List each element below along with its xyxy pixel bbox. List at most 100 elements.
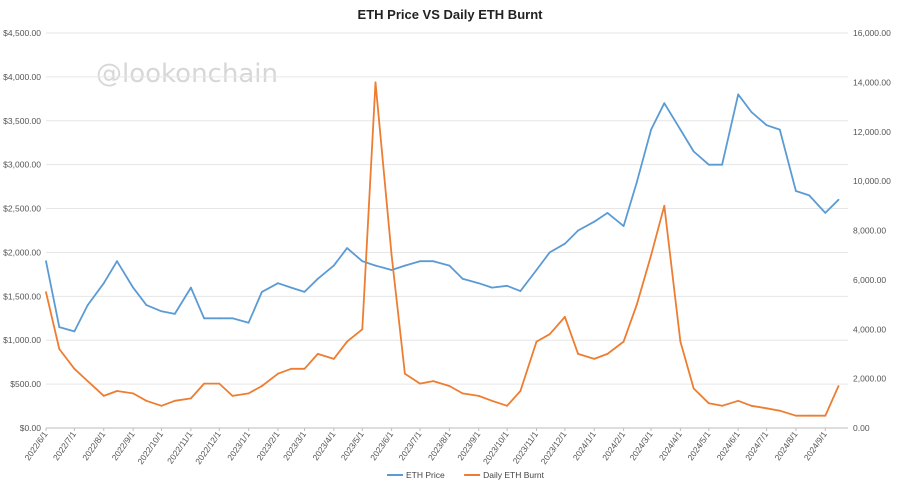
x-tick-label: 2023/9/1	[455, 429, 482, 462]
right-axis: 0.00 2,000.00 4,000.00 6,000.00 8,000.00 10,0…	[853, 28, 891, 433]
x-tick-label: 2024/6/1	[715, 429, 742, 462]
data-point	[506, 284, 508, 287]
data-point	[606, 212, 609, 214]
right-tick-label: 10,000.00	[853, 176, 891, 186]
legend-label: Daily ETH Burnt	[483, 470, 545, 480]
data-point	[824, 414, 827, 417]
data-point	[247, 321, 250, 324]
data-point	[374, 81, 377, 84]
data-point	[635, 303, 638, 306]
data-point	[506, 404, 508, 407]
x-tick-label: 2023/3/1	[281, 429, 308, 462]
data-point	[679, 340, 682, 343]
data-point	[448, 264, 451, 267]
data-point	[419, 382, 421, 385]
data-point	[778, 128, 781, 131]
data-point	[102, 395, 105, 397]
x-tick-label: 2023/11/1	[511, 429, 541, 465]
data-point	[346, 247, 348, 250]
data-point	[461, 392, 464, 395]
right-tick-label: 12,000.00	[853, 127, 891, 137]
data-point	[160, 404, 163, 407]
series-line-eth-price	[45, 93, 840, 333]
x-tick-label: 2023/10/1	[481, 429, 511, 466]
data-point	[432, 380, 435, 382]
data-point	[116, 260, 118, 263]
data-point	[290, 286, 293, 289]
x-tick-label: 2022/12/1	[193, 429, 223, 466]
data-point	[160, 310, 163, 313]
right-tick-label: 8,000.00	[853, 226, 886, 236]
legend-entry: ETH Price	[387, 470, 445, 480]
data-point	[491, 399, 493, 402]
right-tick-label: 6,000.00	[853, 275, 886, 285]
data-point	[778, 409, 781, 412]
data-point	[218, 317, 221, 320]
data-point	[132, 392, 135, 395]
data-point	[535, 269, 538, 271]
data-point	[203, 317, 206, 320]
data-point	[663, 204, 666, 207]
data-point	[102, 282, 105, 285]
data-point	[58, 326, 61, 328]
legend-label: ETH Price	[406, 470, 445, 480]
watermark-text: @lookonchain	[96, 59, 278, 89]
data-point	[795, 190, 797, 192]
data-point	[448, 385, 451, 387]
data-point	[190, 286, 192, 289]
x-tick-label: 2023/6/1	[368, 429, 395, 462]
data-point	[750, 404, 753, 407]
data-point	[231, 395, 234, 397]
data-point	[173, 399, 176, 402]
left-tick-label: $4,500.00	[3, 28, 41, 38]
data-point	[145, 304, 148, 306]
data-point	[765, 407, 768, 410]
x-tick-label: 2023/4/1	[310, 429, 337, 462]
data-point	[765, 124, 768, 127]
data-point	[73, 330, 76, 333]
data-point	[461, 277, 464, 280]
grid	[46, 32, 848, 429]
data-point	[45, 260, 47, 263]
left-tick-label: $3,500.00	[3, 116, 41, 126]
data-point	[86, 304, 89, 306]
data-point	[564, 242, 566, 245]
left-tick-label: $1,500.00	[3, 291, 41, 301]
data-point	[277, 282, 279, 285]
data-point	[548, 251, 551, 254]
data-point	[374, 264, 377, 267]
left-tick-label: $500.00	[10, 379, 41, 389]
data-point	[132, 286, 135, 289]
x-tick-label: 2022/8/1	[80, 429, 107, 462]
data-point	[577, 229, 579, 232]
x-tick-label: 2024/7/1	[743, 429, 770, 462]
data-point	[692, 150, 695, 153]
x-axis: 2022/6/1 2022/7/1 2022/8/1 2022/9/12022/10/…	[22, 427, 848, 466]
data-point	[316, 277, 319, 280]
data-point	[261, 291, 263, 293]
right-tick-label: 16,000.00	[853, 28, 891, 38]
data-point	[622, 225, 625, 228]
data-point	[692, 387, 695, 390]
x-tick-label: 2024/1/1	[571, 429, 598, 462]
data-point	[593, 358, 596, 360]
data-point	[650, 254, 652, 257]
data-point	[45, 291, 47, 294]
data-point	[332, 264, 335, 267]
data-point	[564, 316, 566, 318]
x-tick-label: 2022/7/1	[51, 429, 78, 462]
data-point	[491, 286, 493, 289]
data-point	[261, 385, 263, 387]
right-tick-label: 0.00	[853, 423, 870, 433]
data-point	[808, 414, 811, 417]
data-point	[203, 382, 206, 385]
series-line-daily-eth-burnt	[45, 81, 840, 417]
right-tick-label: 4,000.00	[853, 324, 886, 334]
data-point	[404, 264, 406, 267]
data-point	[303, 291, 306, 293]
data-point	[277, 372, 279, 375]
x-tick-label: 2022/9/1	[110, 429, 137, 462]
data-point	[346, 340, 348, 343]
x-tick-label: 2023/8/1	[426, 429, 453, 462]
data-point	[173, 313, 176, 315]
